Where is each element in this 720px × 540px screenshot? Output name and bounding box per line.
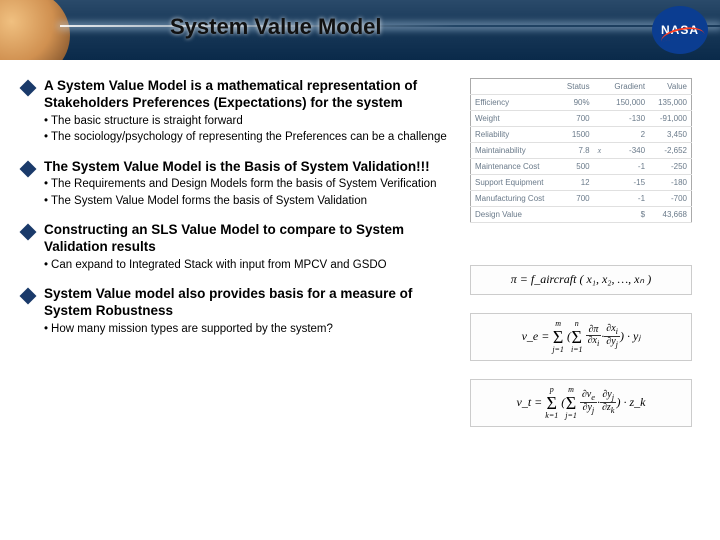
bullet-4-head: System Value model also provides basis f…: [44, 286, 462, 320]
bullet-4-sub-1: •How many mission types are supported by…: [44, 322, 462, 336]
bullet-2-sub-2: •The System Value Model forms the basis …: [44, 194, 462, 208]
slide-body: A System Value Model is a mathematical r…: [0, 60, 720, 437]
diamond-bullet-icon: [20, 80, 37, 97]
table-footer-row: Design Value$43,668: [471, 207, 692, 223]
bullet-3: Constructing an SLS Value Model to compa…: [22, 222, 462, 272]
diamond-bullet-icon: [20, 160, 37, 177]
bullet-1-head: A System Value Model is a mathematical r…: [44, 78, 462, 112]
bullet-2: The System Value Model is the Basis of S…: [22, 159, 462, 209]
table-row: Weight700-130-91,000: [471, 111, 692, 127]
bullet-1-sub-1: •The basic structure is straight forward: [44, 114, 462, 128]
table-row: Maintenance Cost500-1-250: [471, 159, 692, 175]
bullet-1: A System Value Model is a mathematical r…: [22, 78, 462, 145]
table-row: Maintainability7.8x-340-2,652: [471, 143, 692, 159]
table-row: Reliability150023,450: [471, 127, 692, 143]
nasa-logo: NASA: [652, 6, 708, 54]
bullets-column: A System Value Model is a mathematical r…: [22, 78, 462, 427]
bullet-3-sub-1: •Can expand to Integrated Stack with inp…: [44, 258, 462, 272]
equation-vt: v_t = pΣk=1 (mΣj=1 ∂ve∂yj·∂yj∂zk) · z_k: [470, 379, 692, 427]
bullet-2-sub-1: •The Requirements and Design Models form…: [44, 177, 462, 191]
bullet-2-head: The System Value Model is the Basis of S…: [44, 159, 430, 176]
bullet-4: System Value model also provides basis f…: [22, 286, 462, 336]
slide-title: System Value Model: [170, 14, 382, 40]
lensflare-graphic: [60, 25, 720, 27]
figures-column: Status Gradient Value Efficiency90%150,0…: [462, 78, 692, 427]
diamond-bullet-icon: [20, 288, 37, 305]
equation-pi: π = f_aircraft ( x₁, x₂, …, xₙ ): [470, 265, 692, 295]
table-row: Support Equipment12-15-180: [471, 175, 692, 191]
value-table: Status Gradient Value Efficiency90%150,0…: [470, 78, 692, 223]
planet-graphic: [0, 0, 70, 60]
table-row: Manufacturing Cost700-1-700: [471, 191, 692, 207]
equation-ve: v_e = mΣj=1 (nΣi=1 ∂π∂xi·∂xi∂yj) · yⱼ: [470, 313, 692, 361]
diamond-bullet-icon: [20, 224, 37, 241]
slide-header: System Value Model NASA: [0, 0, 720, 60]
bullet-1-sub-2: •The sociology/psychology of representin…: [44, 130, 462, 144]
bullet-3-head: Constructing an SLS Value Model to compa…: [44, 222, 462, 256]
table-header-row: Status Gradient Value: [471, 79, 692, 95]
table-row: Efficiency90%150,000135,000: [471, 95, 692, 111]
